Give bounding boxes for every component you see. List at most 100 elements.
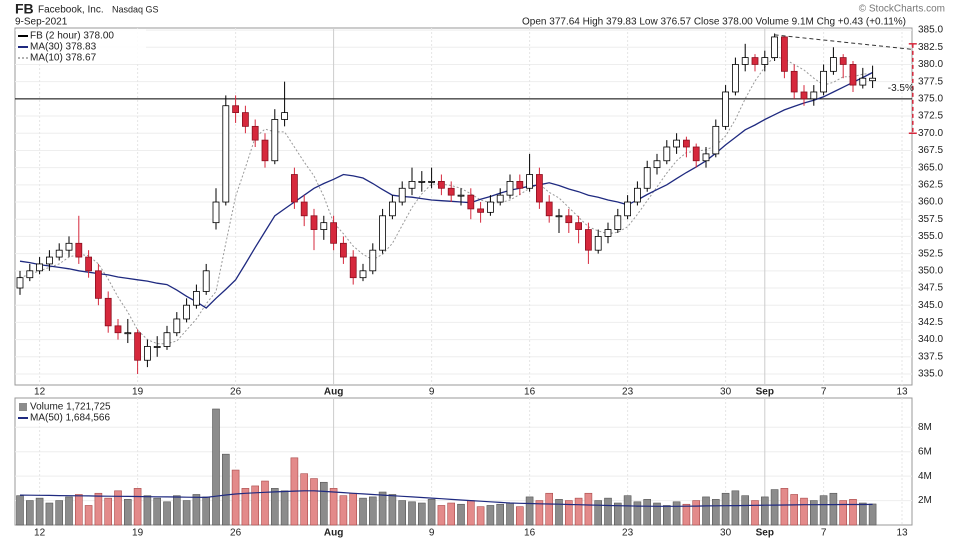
- volume-bar: [55, 500, 64, 526]
- volume-bar: [329, 488, 338, 526]
- quote: Open 377.64 High 379.83 Low 376.57 Close…: [522, 17, 906, 28]
- candle-body: [722, 91, 729, 127]
- candle-body: [712, 125, 720, 155]
- y-tick-label: 362.5: [918, 179, 943, 190]
- credit: © StockCharts.com: [859, 4, 945, 15]
- volume-bar: [319, 481, 328, 526]
- candle-body: [26, 270, 34, 279]
- volume-bar: [604, 497, 612, 526]
- volume-bar: [280, 490, 289, 526]
- candle-body: [771, 36, 778, 58]
- ma30-line: [19, 71, 873, 309]
- x-tick-label: 30: [720, 528, 732, 539]
- x-tick-label: 12: [34, 528, 46, 539]
- candle-body: [575, 222, 582, 230]
- candle-body: [408, 180, 416, 189]
- volume-bar: [447, 502, 456, 526]
- candle-body: [604, 229, 612, 237]
- volume-bar: [251, 485, 259, 526]
- marks: -3.5%: [15, 33, 917, 526]
- candle-body: [163, 332, 171, 347]
- x-tick-label: 26: [230, 387, 242, 398]
- volume-bar: [398, 500, 407, 526]
- volume-bar: [525, 496, 534, 526]
- y-tick-label: 357.5: [918, 214, 943, 225]
- candle-body: [369, 249, 377, 272]
- candle-body: [741, 57, 749, 65]
- symbol: FB: [15, 1, 34, 17]
- volume-bar: [564, 500, 573, 526]
- volume-bar: [760, 496, 769, 526]
- y-tick-label: 345.0: [918, 300, 943, 311]
- volume-bar: [496, 503, 505, 526]
- candle-body: [143, 346, 151, 361]
- y-tick-label: 340.0: [918, 334, 943, 345]
- volume-bar: [486, 505, 495, 526]
- candle-body: [516, 180, 524, 189]
- candle-body: [526, 174, 533, 189]
- candle-body: [114, 325, 122, 334]
- legend-price: FB (2 hour) 378.00: [30, 31, 114, 42]
- x-tick-label: 26: [230, 528, 242, 539]
- candle-body: [673, 139, 680, 148]
- candle-body: [839, 57, 847, 65]
- volume-bar: [623, 495, 632, 526]
- volume-bar: [515, 506, 524, 526]
- legend-icon: [19, 403, 27, 411]
- candle-body: [65, 242, 73, 251]
- volume-bar: [584, 492, 593, 526]
- candle-body: [192, 291, 200, 306]
- volume-bar: [643, 499, 652, 526]
- x-tick-label: 16: [524, 387, 536, 398]
- legend-bg: [16, 29, 146, 64]
- volume-bar: [84, 505, 93, 526]
- volume-bar: [868, 503, 877, 526]
- volume-bar: [721, 492, 730, 526]
- volume-bar: [437, 505, 446, 526]
- x-tick-label: Sep: [756, 528, 774, 539]
- candle-body: [692, 146, 700, 162]
- volume-bar: [800, 497, 808, 526]
- candle-body: [486, 201, 494, 213]
- candle-body: [290, 174, 298, 203]
- x-tick-label: 13: [896, 528, 908, 539]
- volume-bar: [839, 500, 848, 526]
- candle-body: [820, 70, 827, 93]
- volume-bar: [555, 499, 563, 526]
- candle-body: [536, 174, 543, 203]
- candle-body: [320, 222, 328, 230]
- y-tick-label: 385.0: [918, 25, 943, 36]
- candle-body: [437, 180, 445, 189]
- candle-body: [173, 318, 181, 334]
- x-tick-label: 9: [429, 387, 435, 398]
- candle-body: [751, 57, 759, 65]
- volume-bar: [94, 492, 103, 526]
- candle-body: [379, 215, 387, 251]
- candle-body: [271, 119, 279, 162]
- candle-body: [202, 270, 210, 292]
- volume-bar: [535, 500, 544, 526]
- candle-body: [95, 270, 102, 299]
- x-tick-label: 19: [132, 528, 144, 539]
- volume-bar: [858, 502, 867, 526]
- volume-bar: [633, 501, 642, 526]
- candle-body: [477, 208, 485, 213]
- legend-volume: Volume 1,721,725: [30, 402, 111, 413]
- volume-bar: [594, 500, 603, 526]
- measure-label: -3.5%: [888, 83, 914, 94]
- candle-body: [222, 105, 230, 203]
- candle-body: [614, 215, 622, 230]
- candle-body: [732, 64, 739, 93]
- y-tick-label: 355.0: [918, 231, 943, 242]
- candle-body: [212, 201, 220, 224]
- x-tick-label: 16: [524, 528, 536, 539]
- y-tick-label: 372.5: [918, 111, 943, 122]
- volume-bar: [731, 490, 740, 526]
- candle-body: [388, 201, 396, 217]
- candle-body: [859, 77, 867, 86]
- volume-bar: [751, 500, 759, 526]
- volume-bar: [702, 496, 710, 526]
- price-frame: [14, 27, 913, 386]
- y-tick-label: 370.0: [918, 128, 943, 139]
- candle-body: [16, 277, 24, 289]
